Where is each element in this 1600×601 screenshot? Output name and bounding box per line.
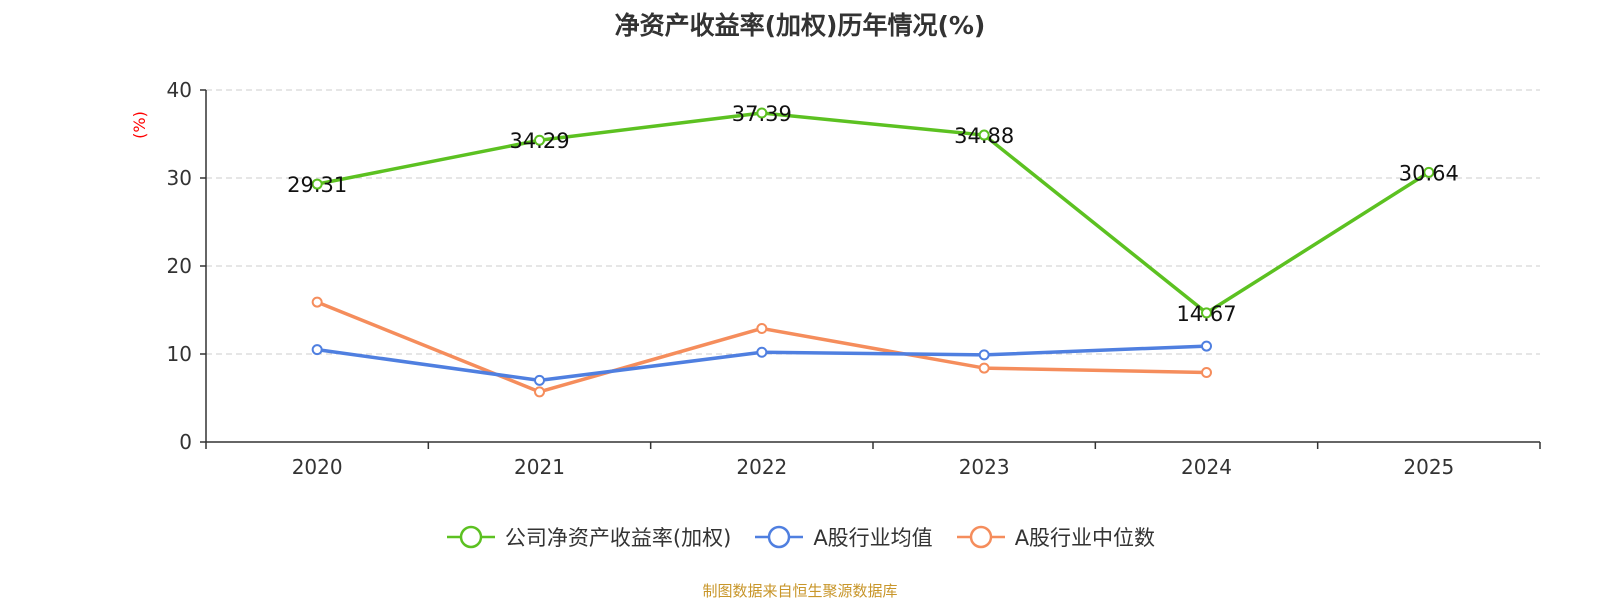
- legend-item[interactable]: A股行业中位数: [955, 522, 1155, 552]
- data-point[interactable]: [756, 107, 768, 119]
- data-point[interactable]: [978, 129, 990, 141]
- data-label: 14.67: [1176, 302, 1236, 326]
- data-point[interactable]: [756, 322, 768, 334]
- legend-label: A股行业中位数: [1014, 526, 1156, 550]
- data-point[interactable]: [978, 362, 990, 374]
- y-tick-label: 10: [167, 342, 192, 366]
- legend-label: 公司净资产收益率(加权): [504, 526, 732, 550]
- data-label: 34.88: [954, 124, 1014, 148]
- x-tick-label: 2021: [514, 455, 565, 479]
- source-note: 制图数据来自恒生聚源数据库: [702, 582, 898, 600]
- x-tick-label: 2023: [959, 455, 1010, 479]
- x-tick-label: 2024: [1181, 455, 1232, 479]
- series-lines: [311, 107, 1435, 398]
- legend-line-circle-icon: [446, 525, 495, 549]
- data-point[interactable]: [311, 296, 323, 308]
- data-point[interactable]: [534, 374, 545, 386]
- legend-line-circle-icon: [755, 525, 804, 549]
- x-tick-label: 2025: [1403, 455, 1454, 479]
- legend-item[interactable]: A股行业均值: [753, 522, 933, 552]
- data-point[interactable]: [1201, 366, 1212, 378]
- data-point[interactable]: [1201, 340, 1212, 352]
- chart-title: 净资产收益率(加权)历年情况(%): [614, 11, 986, 40]
- data-label: 34.29: [509, 129, 569, 153]
- y-tick-label: 0: [179, 430, 192, 454]
- data-point[interactable]: [1201, 307, 1212, 319]
- y-tick-label: 40: [167, 78, 192, 102]
- x-tick-label: 2022: [736, 455, 787, 479]
- data-label: 29.31: [287, 173, 347, 197]
- data-label: 30.64: [1399, 161, 1459, 185]
- data-point[interactable]: [311, 178, 323, 190]
- series-line: [315, 111, 1431, 315]
- legend-item[interactable]: 公司净资产收益率(加权): [445, 522, 731, 552]
- y-tick-label: 30: [167, 166, 192, 190]
- legend: 公司净资产收益率(加权) A股行业均值 A股行业中位数: [0, 522, 1600, 552]
- grid-lines: [206, 89, 1540, 355]
- data-point[interactable]: [756, 346, 768, 358]
- data-labels: 29.31 34.29 37.39 34.88 14.67 30.64: [287, 102, 1459, 326]
- legend-line-circle-icon: [956, 525, 1005, 549]
- data-point[interactable]: [1423, 166, 1435, 178]
- y-tick-label: 20: [167, 254, 192, 278]
- data-point[interactable]: [978, 349, 990, 361]
- y-axis-label: (%): [130, 111, 149, 139]
- x-tick-label: 2020: [292, 455, 343, 479]
- legend-label: A股行业均值: [813, 526, 933, 550]
- data-point[interactable]: [534, 386, 545, 398]
- data-point[interactable]: [311, 344, 323, 356]
- data-point[interactable]: [534, 134, 545, 146]
- axes: 0 10 20 30 40 (%) 2020 2021 2022 2023 2024 2025: [130, 78, 1541, 479]
- data-label: 37.39: [732, 102, 792, 126]
